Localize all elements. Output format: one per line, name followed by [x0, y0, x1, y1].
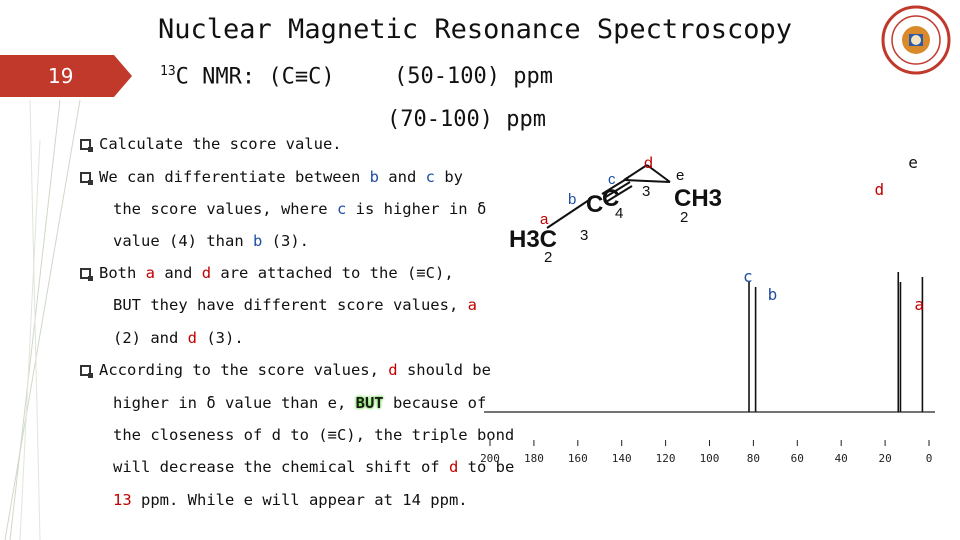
- slide-number-tab: [0, 55, 132, 97]
- group-h3c: H3C: [509, 226, 557, 253]
- bullet-2-line-3: value (4) than b (3).: [113, 232, 309, 250]
- spectrum-label-b: b: [768, 285, 778, 304]
- x-tick-label: 20: [878, 452, 891, 465]
- spectrum-axis: 200 180 160 140 120 100 80 60 40 20 0: [480, 411, 935, 465]
- group-ch3: CH3: [674, 185, 722, 212]
- x-tick-label: 0: [926, 452, 933, 465]
- carbon-c: C: [602, 185, 619, 212]
- x-tick-label: 80: [747, 452, 760, 465]
- score-e: 2: [680, 209, 688, 226]
- score-c: 4: [615, 205, 623, 222]
- bullet-4: According to the score values, d should …: [80, 361, 491, 379]
- ppm-range-1: (50-100) ppm: [394, 64, 553, 89]
- spectrum-label-a: a: [914, 295, 924, 314]
- spectrum-peak-labels: cb d e a: [743, 153, 924, 314]
- slide-title: Nuclear Magnetic Resonance Spectroscopy: [158, 14, 792, 45]
- x-tick-label: 140: [612, 452, 632, 465]
- bullet-4-line-5: 13 ppm. While e will appear at 14 ppm.: [113, 491, 468, 509]
- label-b: b: [568, 191, 576, 208]
- spectrum-peaks: [748, 272, 924, 412]
- label-c: c: [608, 171, 616, 188]
- x-tick-label: 40: [835, 452, 848, 465]
- molecule-structure: H3C C C CH3 a b c d e 2 3 4 3 2: [509, 155, 722, 266]
- but-highlight: BUT: [355, 394, 384, 412]
- bullet-3-line-3: (2) and d (3).: [113, 329, 244, 347]
- slide-number: 19: [48, 64, 74, 88]
- score-b: 3: [580, 227, 588, 244]
- x-tick-label: 180: [524, 452, 544, 465]
- score-a: 2: [544, 249, 552, 266]
- bullet-1: Calculate the score value.: [80, 135, 342, 153]
- bullet-3-line-2: BUT they have different score values, a: [113, 296, 477, 314]
- label-e: e: [676, 167, 684, 184]
- spectrum-label-e: e: [908, 153, 918, 172]
- x-tick-label: 60: [791, 452, 804, 465]
- decorative-lines: [4, 100, 81, 540]
- university-logo-icon: [881, 5, 951, 75]
- bullet-4-line-2: higher in δ value than e, BUT because of: [113, 394, 487, 412]
- bullet-icon: [80, 139, 93, 152]
- bullet-4-line-3: the closeness of d to (≡C), the triple b…: [113, 426, 515, 444]
- bullet-3: Both a and d are attached to the (≡C),: [80, 264, 454, 282]
- ppm-range-2: (70-100) ppm: [387, 107, 546, 132]
- bullet-icon: [80, 365, 93, 378]
- label-a: a: [540, 211, 549, 228]
- bullet-icon: [80, 268, 93, 281]
- subtitle-main: C NMR: (C≡C): [175, 64, 335, 90]
- x-tick-label: 100: [700, 452, 720, 465]
- bullet-4-line-4: will decrease the chemical shift of d to…: [113, 458, 515, 476]
- subtitle-13c-nmr: 13C NMR: (C≡C): [160, 64, 335, 89]
- spectrum-label-c: c: [743, 267, 753, 286]
- nmr-spectrum: H3C C C CH3 a b c d e 2 3 4 3 2 200 180 16…: [480, 153, 935, 465]
- x-tick-label: 200: [480, 452, 500, 465]
- bullet-2: We can differentiate between b and c by: [80, 168, 463, 186]
- superscript-13: 13: [160, 64, 176, 79]
- x-tick-label: 160: [568, 452, 588, 465]
- spectrum-label-d: d: [874, 180, 884, 199]
- score-d: 3: [642, 183, 650, 200]
- x-tick-label: 120: [656, 452, 676, 465]
- bullet-icon: [80, 172, 93, 185]
- bullet-2-line-2: the score values, where c is higher in δ: [113, 200, 487, 218]
- label-d: d: [644, 155, 653, 172]
- carbon-b: C: [586, 191, 603, 218]
